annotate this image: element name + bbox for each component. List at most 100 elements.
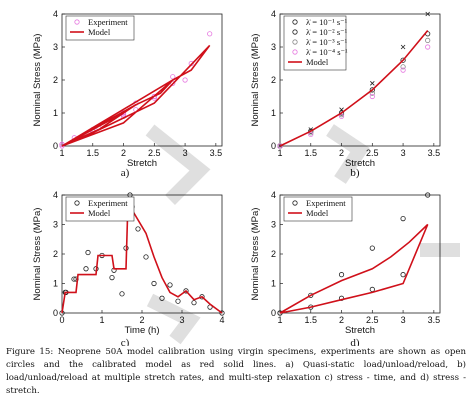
data-point bbox=[170, 74, 176, 80]
legend-marker bbox=[292, 29, 298, 35]
y-axis-label: Nominal Stress (MPa) bbox=[250, 34, 261, 127]
y-axis-label: Nominal Stress (MPa) bbox=[250, 208, 261, 301]
x-tick-label: 1.5 bbox=[87, 148, 100, 158]
y-tick-label: 3 bbox=[53, 42, 58, 52]
y-tick-label: 1 bbox=[53, 108, 58, 118]
legend-marker bbox=[292, 200, 298, 206]
data-point bbox=[338, 272, 345, 278]
data-point bbox=[151, 280, 157, 287]
data-point bbox=[400, 57, 406, 63]
y-tick-label: 4 bbox=[271, 9, 276, 19]
y-tick-label: 1 bbox=[271, 108, 276, 118]
data-point bbox=[182, 77, 188, 83]
x-tick-label: 2 bbox=[139, 315, 144, 325]
legend-label: Experiment bbox=[88, 198, 128, 208]
panel-label: a) bbox=[121, 167, 130, 179]
x-tick-label: 1 bbox=[277, 315, 282, 325]
data-point bbox=[400, 67, 406, 73]
x-tick-label: 4 bbox=[219, 315, 224, 325]
x-axis-label: Stretch bbox=[345, 158, 375, 169]
y-tick-label: 0 bbox=[271, 308, 276, 318]
y-tick-label: 4 bbox=[271, 190, 276, 200]
x-tick-label: 3.5 bbox=[428, 148, 441, 158]
data-point bbox=[207, 31, 213, 37]
legend-label: Model bbox=[306, 57, 329, 67]
y-tick-label: 0 bbox=[53, 141, 58, 151]
data-point bbox=[425, 11, 430, 17]
y-tick-label: 1 bbox=[271, 279, 276, 289]
y-tick-label: 2 bbox=[53, 249, 58, 259]
legend-label: λ̇ = 10⁻² s⁻¹ bbox=[306, 27, 348, 37]
model-series-line bbox=[279, 223, 429, 314]
x-tick-label: 3.5 bbox=[210, 148, 223, 158]
x-tick-label: 2.5 bbox=[148, 148, 161, 158]
x-tick-label: 1 bbox=[59, 148, 64, 158]
x-axis-label: Stretch bbox=[127, 158, 157, 169]
model-series-line bbox=[61, 44, 211, 147]
x-tick-label: 1 bbox=[99, 315, 104, 325]
legend-marker bbox=[292, 49, 298, 55]
data-point bbox=[425, 192, 431, 198]
data-point bbox=[369, 245, 375, 251]
legend-label: Model bbox=[88, 208, 111, 218]
data-point bbox=[400, 216, 406, 222]
x-tick-label: 1.5 bbox=[305, 315, 318, 325]
data-point bbox=[400, 44, 406, 50]
data-point bbox=[369, 93, 375, 100]
data-point bbox=[143, 254, 149, 260]
x-tick-label: 3.5 bbox=[428, 315, 441, 325]
panel-label: c) bbox=[121, 337, 130, 346]
x-tick-label: 2 bbox=[121, 148, 126, 158]
y-tick-label: 2 bbox=[271, 249, 276, 259]
legend-label: Experiment bbox=[88, 17, 128, 27]
x-tick-label: 1.5 bbox=[305, 148, 318, 158]
y-tick-label: 3 bbox=[53, 220, 58, 230]
x-tick-label: 3 bbox=[401, 148, 406, 158]
watermark bbox=[145, 124, 460, 345]
figure-caption: Figure 15: Neoprene 50A model calibratio… bbox=[6, 347, 466, 396]
y-axis-label: Nominal Stress (MPa) bbox=[32, 208, 43, 301]
x-axis-label: Time (h) bbox=[124, 325, 159, 336]
data-point bbox=[400, 64, 406, 70]
panel-label: b) bbox=[350, 167, 360, 179]
legend-label: Model bbox=[88, 27, 111, 37]
data-point bbox=[83, 266, 89, 272]
data-point bbox=[370, 81, 375, 86]
y-axis-label: Nominal Stress (MPa) bbox=[32, 34, 43, 127]
y-tick-label: 0 bbox=[53, 308, 58, 318]
panel-label: d) bbox=[350, 337, 360, 346]
data-point bbox=[277, 143, 283, 149]
legend-marker bbox=[74, 19, 80, 25]
data-point bbox=[167, 282, 173, 288]
x-tick-label: 3 bbox=[179, 315, 184, 325]
chart-panel-c: 0 1 2 3 4 0 1 2 3 4 Time (h) Nominal Stress (MPa) c)… bbox=[32, 190, 225, 346]
data-point bbox=[109, 274, 115, 281]
model-series-line bbox=[279, 29, 429, 147]
data-point bbox=[308, 128, 314, 134]
y-tick-label: 3 bbox=[271, 220, 276, 230]
data-point bbox=[135, 226, 141, 232]
data-point bbox=[183, 288, 189, 294]
x-tick-label: 3 bbox=[183, 148, 188, 158]
data-point bbox=[369, 90, 375, 96]
legend-marker bbox=[74, 200, 80, 206]
y-tick-label: 3 bbox=[271, 42, 276, 52]
x-tick-label: 2 bbox=[339, 315, 344, 325]
y-tick-label: 4 bbox=[53, 9, 58, 19]
y-tick-label: 0 bbox=[271, 141, 276, 151]
x-tick-label: 0 bbox=[59, 315, 64, 325]
x-axis-label: Stretch bbox=[345, 325, 375, 336]
y-tick-label: 1 bbox=[53, 279, 58, 289]
data-point bbox=[308, 131, 314, 138]
data-point bbox=[425, 37, 431, 44]
data-point bbox=[219, 310, 225, 316]
data-point bbox=[119, 291, 125, 297]
data-point bbox=[308, 292, 314, 298]
data-point bbox=[338, 113, 345, 119]
y-tick-label: 4 bbox=[53, 190, 58, 200]
x-tick-label: 3 bbox=[401, 315, 406, 325]
legend-marker bbox=[292, 39, 298, 45]
